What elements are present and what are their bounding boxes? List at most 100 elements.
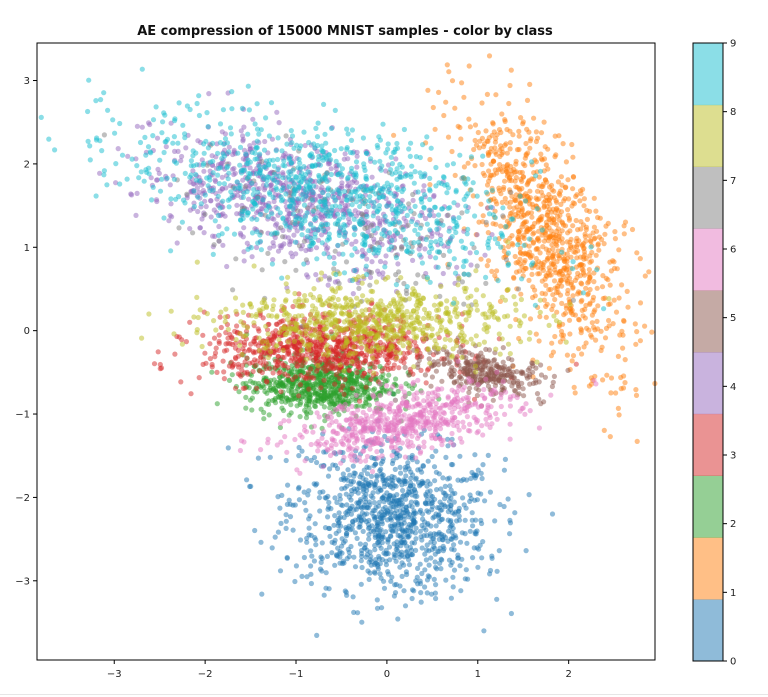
point-class-1 xyxy=(629,226,636,233)
point-class-6 xyxy=(381,412,387,418)
point-class-6 xyxy=(389,452,395,459)
point-class-1 xyxy=(559,240,566,246)
point-class-0 xyxy=(411,521,417,527)
point-class-1 xyxy=(571,384,577,390)
point-class-6 xyxy=(348,421,354,427)
point-class-0 xyxy=(474,497,480,503)
point-class-1 xyxy=(541,297,548,303)
point-class-0 xyxy=(398,470,404,476)
point-class-0 xyxy=(397,464,403,470)
point-class-2 xyxy=(363,400,369,406)
point-class-4 xyxy=(293,251,299,257)
point-class-3 xyxy=(282,371,288,377)
point-class-0 xyxy=(391,554,397,561)
point-class-1 xyxy=(497,298,504,304)
point-class-0 xyxy=(394,455,400,461)
point-class-3 xyxy=(405,350,411,356)
point-class-1 xyxy=(500,186,506,192)
point-class-6 xyxy=(302,427,308,433)
point-class-1 xyxy=(516,146,522,153)
point-class-1 xyxy=(599,344,605,350)
point-class-0 xyxy=(407,480,414,486)
point-class-6 xyxy=(294,467,300,473)
point-class-4 xyxy=(377,258,384,265)
point-class-0 xyxy=(496,548,502,554)
point-class-4 xyxy=(344,183,350,189)
point-class-1 xyxy=(492,167,498,173)
point-class-3 xyxy=(178,379,184,385)
point-class-0 xyxy=(439,502,445,508)
point-class-3 xyxy=(354,369,360,376)
point-class-0 xyxy=(299,573,305,580)
point-class-4 xyxy=(467,250,473,256)
point-class-4 xyxy=(339,198,345,204)
point-class-0 xyxy=(267,454,273,460)
point-class-4 xyxy=(234,202,240,208)
point-class-0 xyxy=(345,467,351,473)
point-class-6 xyxy=(483,376,489,382)
point-class-4 xyxy=(231,147,237,153)
point-class-6 xyxy=(347,453,353,459)
point-class-0 xyxy=(393,546,399,553)
point-class-6 xyxy=(313,441,319,447)
point-class-6 xyxy=(324,446,330,452)
point-class-1 xyxy=(558,328,565,334)
point-class-1 xyxy=(541,119,547,125)
point-class-0 xyxy=(359,505,365,511)
point-class-2 xyxy=(297,414,303,420)
point-class-1 xyxy=(425,87,431,93)
point-class-1 xyxy=(560,141,566,147)
point-class-1 xyxy=(513,260,519,266)
point-class-3 xyxy=(275,359,281,365)
point-class-6 xyxy=(340,426,346,433)
point-class-1 xyxy=(608,268,615,274)
point-class-0 xyxy=(366,536,372,542)
point-class-1 xyxy=(516,133,522,139)
point-class-6 xyxy=(440,437,446,443)
point-class-3 xyxy=(172,351,178,357)
point-class-5 xyxy=(406,372,412,378)
point-class-1 xyxy=(616,247,622,253)
point-class-2 xyxy=(359,403,365,409)
point-class-2 xyxy=(406,390,412,397)
point-class-1 xyxy=(633,387,639,393)
point-class-1 xyxy=(581,196,588,202)
point-class-0 xyxy=(470,555,476,561)
point-class-4 xyxy=(187,207,193,213)
point-class-0 xyxy=(424,542,430,548)
point-class-3 xyxy=(373,359,379,365)
point-class-4 xyxy=(393,156,399,162)
point-class-1 xyxy=(570,154,576,160)
point-class-5 xyxy=(483,346,489,352)
point-class-4 xyxy=(201,230,207,236)
point-class-4 xyxy=(195,208,201,215)
point-class-3 xyxy=(260,362,266,368)
point-class-1 xyxy=(542,291,549,297)
point-class-4 xyxy=(249,254,255,260)
point-class-0 xyxy=(318,559,324,566)
point-class-6 xyxy=(349,410,355,416)
point-class-0 xyxy=(350,463,356,469)
point-class-4 xyxy=(154,198,160,205)
point-class-1 xyxy=(538,130,545,136)
point-class-4 xyxy=(383,253,389,259)
point-class-1 xyxy=(587,253,593,259)
point-class-4 xyxy=(315,237,322,243)
point-class-1 xyxy=(616,412,622,418)
point-class-0 xyxy=(401,478,407,484)
point-class-5 xyxy=(490,397,496,403)
point-class-1 xyxy=(461,94,467,100)
point-class-2 xyxy=(315,394,321,400)
point-class-0 xyxy=(317,508,323,514)
point-class-0 xyxy=(436,548,442,554)
point-class-1 xyxy=(467,124,473,130)
point-class-1 xyxy=(607,301,613,307)
point-class-0 xyxy=(385,496,391,502)
point-class-3 xyxy=(278,389,284,395)
point-class-0 xyxy=(390,478,396,484)
point-class-0 xyxy=(354,535,360,542)
point-class-1 xyxy=(520,251,526,257)
point-class-6 xyxy=(457,410,463,416)
point-class-0 xyxy=(448,506,454,513)
point-class-1 xyxy=(587,274,593,281)
